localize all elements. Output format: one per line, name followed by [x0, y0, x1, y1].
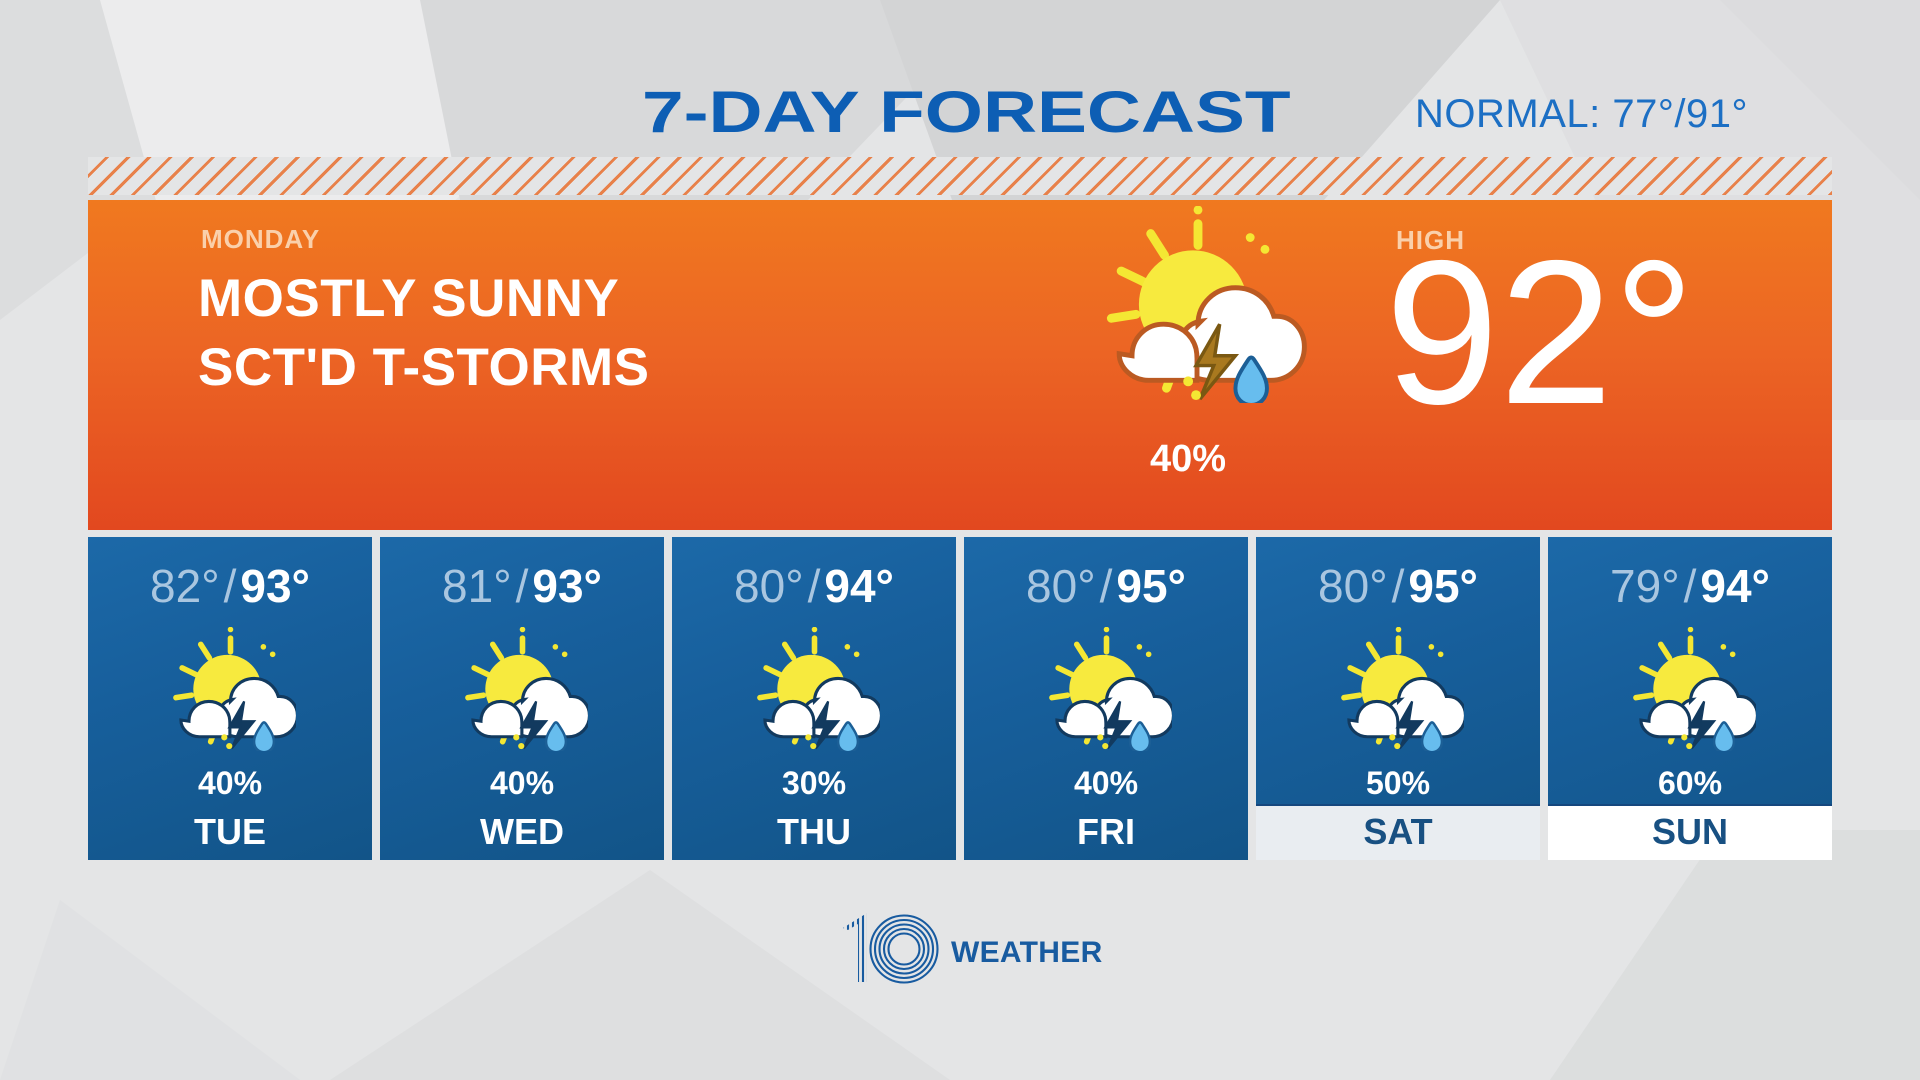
- svg-text:WEATHER: WEATHER: [951, 936, 1103, 969]
